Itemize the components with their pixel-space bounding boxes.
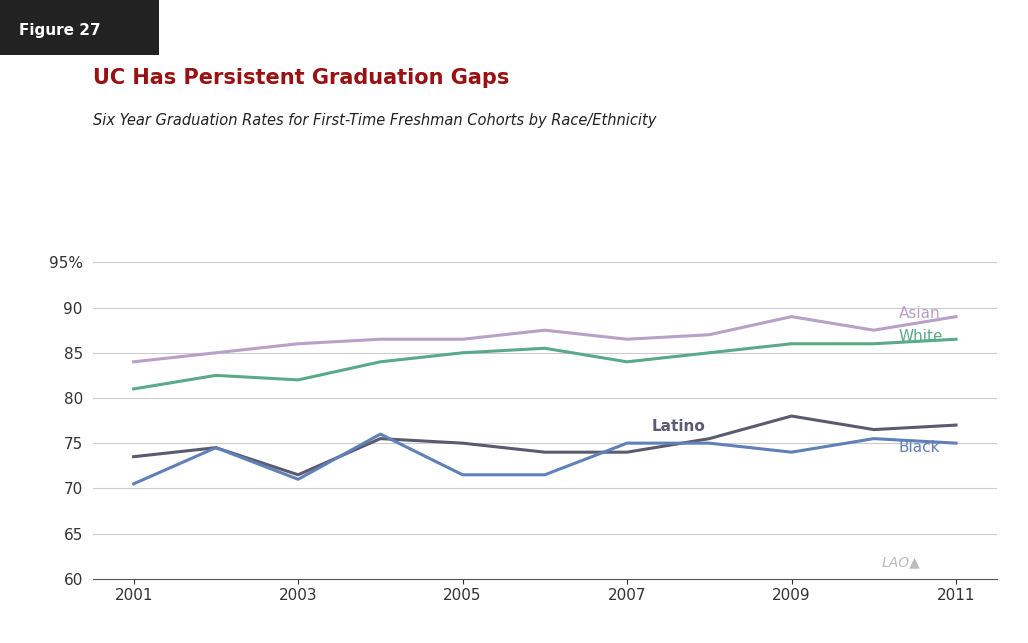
Text: Figure 27: Figure 27 [20, 23, 101, 37]
Text: Latino: Latino [652, 419, 705, 435]
Text: UC Has Persistent Graduation Gaps: UC Has Persistent Graduation Gaps [93, 68, 509, 87]
Text: Black: Black [898, 440, 940, 455]
Text: White: White [898, 329, 943, 344]
Text: Six Year Graduation Rates for First-Time Freshman Cohorts by Race/Ethnicity: Six Year Graduation Rates for First-Time… [93, 113, 656, 127]
Text: LAO▲: LAO▲ [881, 555, 920, 569]
Text: Asian: Asian [898, 305, 940, 320]
